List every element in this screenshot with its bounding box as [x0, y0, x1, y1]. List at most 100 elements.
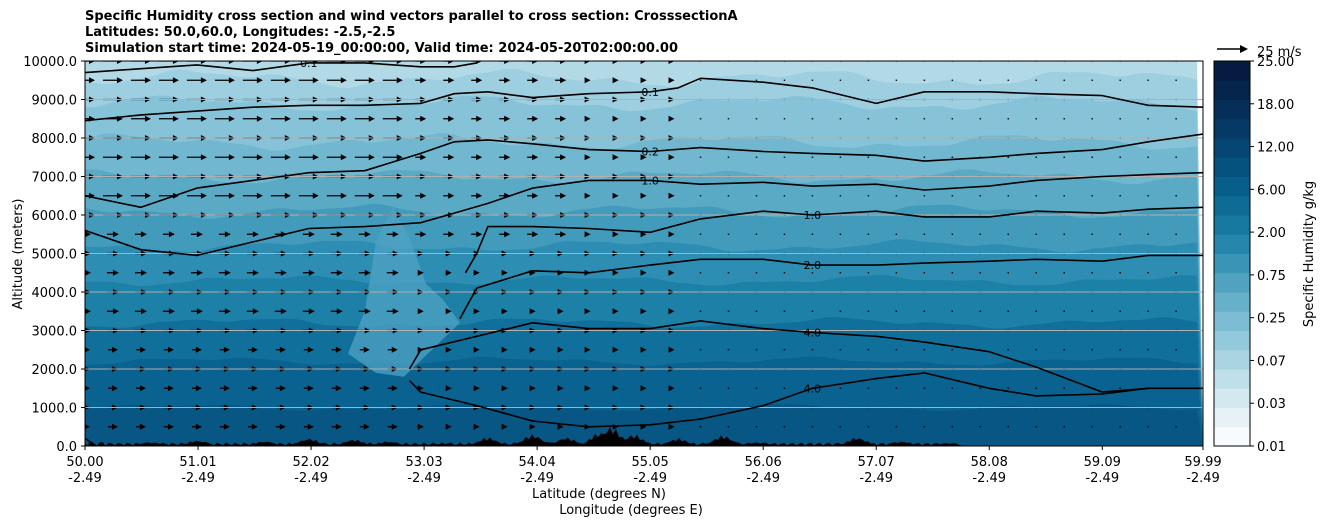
wind-vector — [214, 192, 235, 199]
contour-label: 8.0 — [87, 440, 105, 453]
wind-vector — [354, 154, 375, 161]
wind-vector — [190, 269, 203, 276]
wind-vector — [415, 61, 427, 64]
wind-vector — [85, 77, 95, 84]
wind-vector — [501, 423, 508, 430]
colorbar-tick-label: 0.07 — [1257, 354, 1286, 369]
wind-vector — [445, 423, 452, 430]
colorbar-swatch — [1214, 157, 1250, 177]
wind-vector — [242, 61, 263, 64]
colorbar-tick-label: 12.00 — [1257, 141, 1294, 156]
colorbar-label: Specific Humidity g/kg — [1302, 181, 1317, 327]
contour-line — [408, 372, 1203, 428]
wind-vector — [584, 61, 591, 64]
wind-vector — [130, 192, 151, 199]
wind-vector — [473, 269, 480, 276]
wind-vector — [640, 154, 647, 161]
wind-vector — [219, 385, 230, 392]
wind-vector — [106, 308, 119, 315]
wind-vector — [270, 115, 291, 122]
wind-vector — [102, 154, 123, 161]
wind-vector — [527, 231, 539, 238]
wind-vector — [557, 385, 564, 392]
contour-line — [408, 320, 1149, 393]
wind-vector — [387, 346, 398, 353]
colorbar-swatch — [1214, 118, 1250, 139]
wind-vector — [443, 231, 455, 238]
x-tick-label-lat: 58.08 — [971, 455, 1008, 470]
wind-vector — [443, 192, 455, 199]
wind-vector — [529, 346, 536, 353]
wind-vector — [162, 269, 175, 276]
wind-vector — [473, 346, 480, 353]
wind-vector — [162, 231, 175, 238]
wind-vector — [555, 77, 567, 84]
wind-vector — [668, 269, 675, 276]
wind-vector — [584, 77, 591, 84]
wind-vector — [527, 61, 539, 64]
colorbar-swatch — [1214, 426, 1250, 447]
colorbar-tick-label: 6.00 — [1257, 183, 1286, 198]
x-tick-label-lat: 59.09 — [1084, 455, 1121, 470]
colorbar: 0.01 0.03 0.07 0.25 0.75 2.00 6.00 12.00 18.00 25… — [1213, 55, 1294, 455]
wind-vector — [274, 269, 287, 276]
wind-vector — [668, 385, 675, 392]
x-tick-label-lon: -2.49 — [181, 471, 215, 486]
wind-vector — [85, 231, 91, 238]
wind-vector — [382, 192, 403, 199]
wind-vector — [186, 192, 207, 199]
wind-vector — [640, 61, 647, 64]
y-tick-label: 4000.0 — [32, 286, 78, 301]
wind-vector — [499, 61, 511, 64]
wind-vector — [85, 154, 95, 161]
wind-vector — [298, 115, 319, 122]
wind-vector — [415, 77, 427, 84]
colorbar-swatch — [1214, 61, 1250, 81]
wind-vector — [527, 154, 539, 161]
wind-vector — [668, 231, 675, 238]
colorbar-tick-label: 2.00 — [1257, 226, 1286, 241]
wind-vector — [219, 346, 230, 353]
wind-vector — [557, 308, 564, 315]
wind-vector — [214, 154, 235, 161]
wind-vector — [640, 269, 647, 276]
y-tick-label: 5000.0 — [32, 248, 78, 263]
wind-vector — [134, 231, 147, 238]
wind-vector — [415, 115, 427, 122]
wind-vector — [527, 115, 539, 122]
wind-vector — [443, 61, 455, 64]
wind-vector — [214, 115, 235, 122]
wind-vector — [612, 192, 619, 199]
wind-vector — [186, 61, 207, 64]
wind-vector — [302, 308, 315, 315]
wind-vector — [358, 308, 371, 315]
wind-vector — [242, 77, 263, 84]
chart-title-line-3: Simulation start time: 2024-05-19_00:00:… — [85, 41, 678, 56]
wind-vector — [270, 192, 291, 199]
x-tick-label-lon: -2.49 — [1085, 471, 1119, 486]
x-tick-label-lat: 52.02 — [292, 455, 329, 470]
y-tick-label: 9000.0 — [32, 94, 78, 109]
wind-vector — [163, 423, 174, 430]
wind-vector — [382, 154, 403, 161]
y-tick-label: 3000.0 — [32, 325, 78, 340]
wind-vector — [445, 346, 452, 353]
wind-vector — [527, 77, 539, 84]
wind-vector — [190, 308, 203, 315]
wind-vector — [186, 115, 207, 122]
wind-vector — [303, 346, 314, 353]
contour-label: 0.2 — [641, 145, 659, 158]
wind-vector — [640, 115, 647, 122]
y-axis-label: Altitude (meters) — [11, 199, 26, 310]
wind-vector — [358, 269, 371, 276]
wind-vector — [501, 308, 508, 315]
wind-vector — [102, 77, 123, 84]
wind-vector — [354, 61, 375, 64]
y-tick-label: 6000.0 — [32, 209, 78, 224]
wind-vector — [326, 192, 347, 199]
contour-label: 0.1 — [641, 86, 659, 99]
wind-vector — [359, 423, 370, 430]
x-tick-label-lat: 53.03 — [405, 455, 442, 470]
x-tick-label-lon: -2.49 — [407, 471, 441, 486]
wind-vector — [326, 61, 347, 64]
